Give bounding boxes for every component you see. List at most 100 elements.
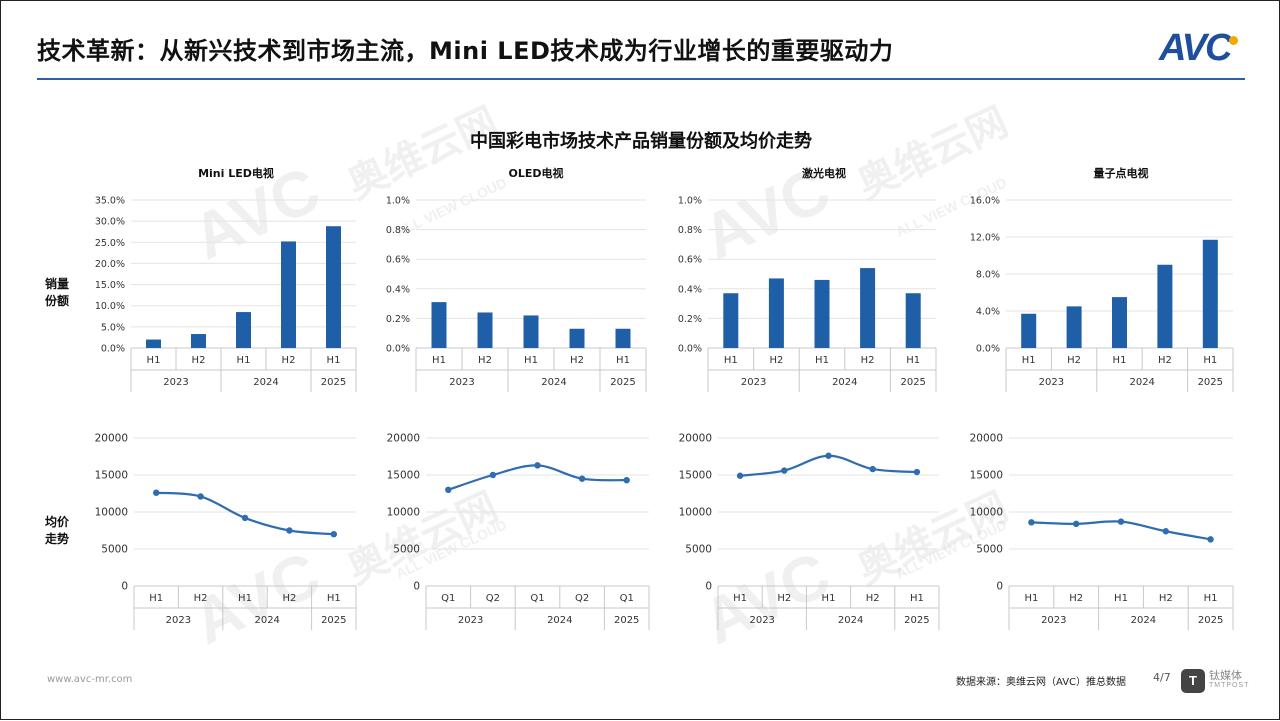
x-category-label: H2: [282, 593, 296, 604]
x-category-label: H1: [906, 355, 920, 366]
bar: [326, 226, 341, 348]
x-category-label: H1: [733, 593, 747, 604]
row-label-share: 销量 份额: [45, 276, 75, 310]
x-category-label: H2: [1158, 355, 1172, 366]
x-category-label: H2: [194, 593, 208, 604]
y-tick-label: 1.0%: [678, 196, 702, 207]
x-group-label: 2024: [547, 615, 572, 626]
x-category-label: H1: [432, 355, 446, 366]
data-point: [1207, 536, 1214, 543]
y-tick-label: 0: [121, 581, 128, 593]
x-group-label: 2025: [321, 615, 346, 626]
data-point: [153, 489, 160, 496]
x-category-label: Q1: [441, 593, 455, 604]
panel-title-oled: OLED电视: [508, 167, 564, 180]
y-tick-label: 4.0%: [976, 307, 1000, 318]
bar: [860, 268, 876, 348]
x-category-label: H2: [282, 355, 296, 366]
footer-source: 数据来源：奥维云网（AVC）推总数据: [956, 677, 1127, 688]
bar: [1112, 297, 1127, 348]
x-group-label: 2025: [610, 377, 635, 388]
x-category-label: H1: [147, 355, 161, 366]
bar: [1157, 264, 1173, 348]
x-category-label: H1: [327, 593, 341, 604]
avc-logo-dot: [1229, 36, 1238, 45]
y-tick-label: 0.8%: [386, 225, 410, 236]
data-point: [1117, 518, 1125, 525]
x-category-label: H2: [1159, 593, 1173, 604]
bar: [569, 328, 585, 348]
y-tick-label: 5000: [685, 544, 712, 556]
x-category-label: Q2: [486, 593, 500, 604]
y-tick-label: 0.8%: [678, 225, 702, 236]
data-point: [825, 452, 832, 459]
bar: [236, 312, 251, 348]
y-tick-label: 0: [413, 581, 420, 593]
y-tick-label: 35.0%: [95, 196, 125, 207]
y-tick-label: 20.0%: [95, 259, 125, 270]
row-label-price-text: 均价 走势: [45, 515, 70, 546]
bar: [146, 339, 161, 348]
series-line: [447, 464, 627, 491]
bar: [814, 279, 830, 348]
bar: [431, 302, 447, 348]
y-tick-label: 20000: [387, 433, 420, 445]
y-tick-label: 15000: [95, 470, 128, 482]
data-point: [330, 531, 337, 538]
chart-main-title: 中国彩电市场技术产品销量份额及均价走势: [470, 131, 812, 152]
page-title: 技术革新：从新兴技术到市场主流，Mini LED技术成为行业增长的重要驱动力: [37, 37, 894, 65]
y-tick-label: 5.0%: [101, 322, 125, 333]
y-tick-label: 0.4%: [386, 284, 410, 295]
y-tick-label: 20000: [95, 433, 128, 445]
data-point: [489, 471, 497, 479]
data-point: [578, 475, 586, 482]
y-tick-label: 12.0%: [970, 233, 1000, 244]
x-group-label: 2023: [163, 377, 188, 388]
y-tick-label: 10000: [970, 507, 1003, 519]
y-tick-label: 0: [996, 581, 1003, 593]
data-point: [534, 462, 541, 469]
x-group-label: 2023: [449, 377, 474, 388]
bar: [281, 241, 296, 348]
tmtpost-sub: TMTPOST: [1209, 682, 1250, 689]
y-tick-label: 0.6%: [678, 255, 702, 266]
data-point: [913, 468, 921, 476]
x-category-label: H2: [861, 355, 875, 366]
bar: [1021, 313, 1037, 348]
x-category-label: H1: [910, 593, 924, 604]
data-point: [286, 527, 293, 534]
y-tick-label: 15.0%: [95, 280, 125, 291]
x-group-label: 2023: [458, 615, 483, 626]
bar: [615, 328, 631, 348]
x-group-label: 2024: [541, 377, 566, 388]
data-point: [241, 514, 249, 522]
footer-url[interactable]: www.avc-mr.com: [47, 674, 133, 685]
x-category-label: H1: [724, 355, 738, 366]
y-tick-label: 20000: [679, 433, 712, 445]
y-tick-label: 0.2%: [386, 314, 410, 325]
data-point: [1162, 528, 1170, 535]
x-group-label: 2025: [321, 377, 346, 388]
x-group-label: 2023: [1041, 615, 1066, 626]
x-group-label: 2024: [832, 377, 857, 388]
bar: [1066, 306, 1082, 348]
x-category-label: H1: [237, 355, 251, 366]
y-tick-label: 5000: [101, 544, 128, 556]
x-category-label: H2: [570, 355, 584, 366]
x-category-label: Q1: [530, 593, 544, 604]
x-category-label: H2: [777, 593, 791, 604]
bar: [905, 293, 921, 348]
y-tick-label: 16.0%: [970, 196, 1000, 207]
y-tick-label: 1.0%: [386, 196, 410, 207]
y-tick-label: 0.0%: [101, 344, 125, 355]
x-category-label: H1: [524, 355, 538, 366]
data-point: [623, 476, 630, 484]
data-point: [1028, 519, 1035, 526]
data-point: [1073, 520, 1080, 528]
x-category-label: H1: [815, 355, 829, 366]
avc-logo: AVC: [1159, 27, 1232, 69]
x-group-label: 2023: [166, 615, 191, 626]
x-group-label: 2024: [253, 377, 278, 388]
